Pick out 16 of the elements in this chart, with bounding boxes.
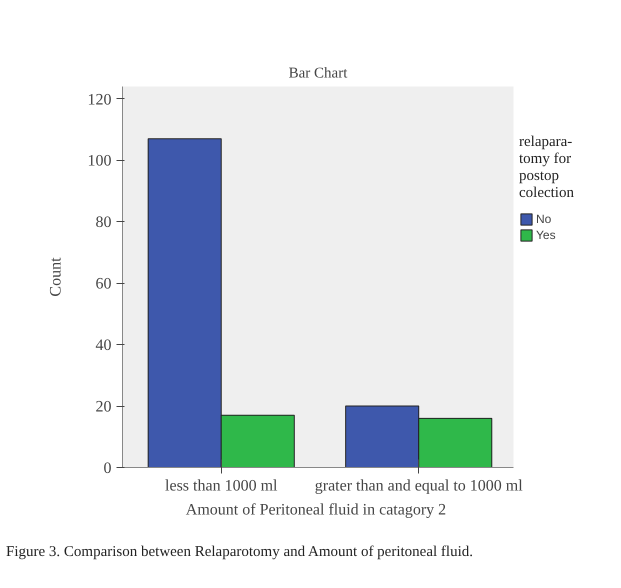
y-tick-label: 40 [96, 337, 112, 354]
legend-label: Yes [536, 228, 556, 242]
x-axis-title: Amount of Peritoneal fluid in catagory 2 [186, 502, 446, 518]
y-axis-title: Count [48, 256, 64, 297]
y-tick-label: 80 [96, 214, 112, 232]
x-tick-label: grater than and equal to 1000 ml [314, 478, 524, 494]
y-tick-label: 0 [104, 460, 112, 477]
legend-title: relapara- tomy for postop colection [519, 134, 574, 202]
chart-title: Bar Chart [288, 66, 348, 82]
y-tick-label: 100 [88, 152, 112, 170]
y-tick-label: 120 [88, 91, 112, 108]
y-tick-label: 60 [96, 276, 112, 293]
caption: Figure 3. Comparison between Relaparotomy and Amount of peritoneal fluid. [6, 543, 473, 562]
y-tick-label: 20 [96, 398, 112, 416]
x-tick-label: less than 1000 ml [165, 478, 278, 494]
legend-label: No [536, 212, 552, 226]
